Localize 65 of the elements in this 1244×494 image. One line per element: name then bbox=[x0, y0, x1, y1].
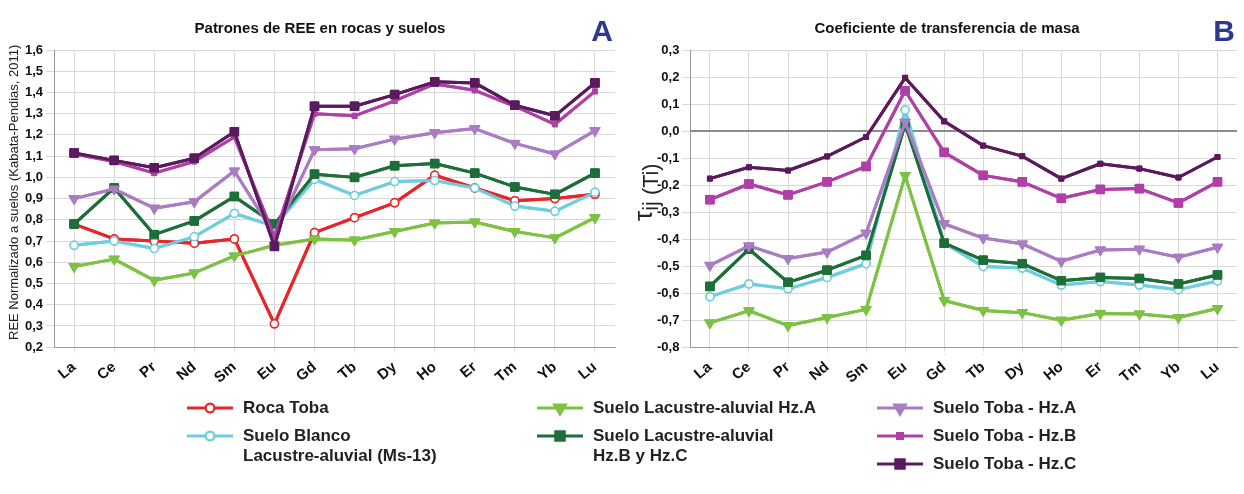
x-tick-label: Yb bbox=[1157, 357, 1184, 383]
y-tick-label: -0,1 bbox=[656, 149, 680, 165]
y-tick-label: 0,1 bbox=[661, 95, 680, 111]
y-axis-title: REE Normalizado a suelos (Kabata-Pendias, 2011) bbox=[6, 44, 21, 340]
legend-label: Suelo Toba - Hz.C bbox=[933, 454, 1077, 474]
x-tick-label: Eu bbox=[884, 357, 910, 383]
legend-label: Suelo Lacustre-aluvial Hz.B y Hz.C bbox=[593, 426, 774, 466]
x-tick-label: Yb bbox=[533, 357, 560, 383]
y-tick-label: 0,4 bbox=[24, 296, 44, 312]
legend-label: Suelo Toba - Hz.B bbox=[933, 426, 1077, 446]
x-tick-label: Tm bbox=[491, 357, 520, 386]
y-tick-label: 0,2 bbox=[24, 338, 44, 354]
x-tick-label: Ce bbox=[93, 357, 119, 383]
y-tick-label: 0,6 bbox=[24, 253, 44, 269]
y-tick-label: -0,8 bbox=[656, 338, 680, 354]
y-tick-label: 1,2 bbox=[24, 126, 44, 142]
y-tick-label: 0,8 bbox=[24, 211, 44, 227]
x-tick-label: Sm bbox=[841, 357, 871, 386]
x-tick-label: Ho bbox=[1039, 357, 1066, 384]
y-tick-label: 1,6 bbox=[24, 41, 44, 57]
x-tick-label: Er bbox=[456, 357, 480, 381]
x-tick-label: Ce bbox=[727, 357, 754, 383]
text: A bbox=[591, 14, 613, 48]
x-tick-label: Nd bbox=[172, 357, 199, 384]
y-tick-label: 0,0 bbox=[661, 122, 680, 138]
y-tick-label: 1,3 bbox=[24, 105, 44, 121]
x-tick-label: Eu bbox=[253, 357, 280, 383]
y-tick-label: 1,5 bbox=[24, 62, 44, 78]
x-tick-label: La bbox=[690, 357, 716, 382]
x-tick-label: Nd bbox=[805, 357, 832, 384]
legend-label: Suelo Toba - Hz.A bbox=[933, 398, 1077, 418]
x-tick-label: Gd bbox=[292, 357, 320, 384]
x-tick-label: Tb bbox=[334, 357, 360, 383]
x-tick-label: Dy bbox=[1001, 357, 1028, 383]
legend-label: Suelo Blanco Lacustre-aluvial (Ms-13) bbox=[243, 426, 437, 466]
y-tick-label: -0,4 bbox=[656, 230, 681, 246]
legend-label: Roca Toba bbox=[243, 398, 329, 418]
y-tick-label: 0,3 bbox=[661, 41, 680, 57]
x-tick-label: La bbox=[54, 357, 80, 382]
x-tick-label: Tm bbox=[1115, 357, 1144, 386]
x-tick-label: Ho bbox=[413, 357, 440, 384]
y-tick-label: -0,7 bbox=[656, 311, 680, 327]
x-tick-label: Pr bbox=[135, 357, 159, 381]
chart-title: Coeficiente de transferencia de masa bbox=[814, 19, 1081, 37]
y-tick-label: 0,5 bbox=[24, 275, 44, 291]
y-tick-label: 1,0 bbox=[24, 168, 44, 184]
y-tick-label: 0,9 bbox=[24, 190, 44, 206]
x-tick-label: Lu bbox=[1197, 357, 1223, 383]
x-tick-label: Gd bbox=[921, 357, 949, 384]
y-tick-label: 0,2 bbox=[661, 68, 680, 84]
x-tick-label: Er bbox=[1081, 357, 1106, 381]
x-tick-label: Dy bbox=[373, 357, 400, 383]
x-tick-label: Sm bbox=[210, 357, 239, 386]
y-tick-label: -0,5 bbox=[656, 257, 680, 273]
x-tick-label: Tb bbox=[962, 357, 988, 383]
y-tick-label: 1,1 bbox=[24, 147, 44, 163]
chart-title: Patrones de REE en rocas y suelos bbox=[194, 19, 446, 37]
x-tick-label: Pr bbox=[769, 357, 793, 381]
y-tick-label: 1,4 bbox=[24, 84, 44, 100]
y-tick-label: 0,3 bbox=[24, 317, 44, 333]
x-tick-label: Lu bbox=[574, 357, 600, 383]
text: B bbox=[1213, 14, 1235, 48]
y-tick-label: 0,7 bbox=[24, 232, 44, 248]
legend-label: Suelo Lacustre-aluvial Hz.A bbox=[593, 398, 816, 418]
y-tick-label: -0,6 bbox=[656, 284, 680, 300]
